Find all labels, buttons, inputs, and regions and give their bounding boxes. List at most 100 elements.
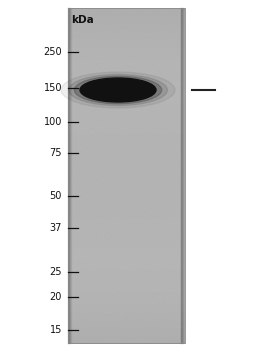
Point [116, 198, 120, 204]
Bar [68, 8, 185, 9]
Point [146, 48, 151, 54]
Point [98, 90, 102, 95]
Point [161, 90, 165, 96]
Point [134, 221, 138, 227]
Bar [68, 233, 185, 235]
Point [132, 327, 136, 333]
Point [80, 323, 84, 328]
Point [82, 199, 86, 204]
Point [132, 309, 136, 314]
Point [91, 328, 95, 333]
Point [142, 134, 146, 140]
Point [118, 277, 122, 282]
Point [114, 69, 118, 74]
Bar [68, 303, 185, 304]
Point [114, 331, 119, 337]
Point [164, 317, 168, 323]
Bar [68, 284, 185, 285]
Point [148, 220, 153, 226]
Point [152, 292, 156, 298]
Point [119, 240, 123, 246]
Point [129, 108, 133, 113]
Point [156, 335, 161, 340]
Point [167, 266, 172, 272]
Point [108, 231, 112, 237]
Point [168, 226, 172, 231]
Point [125, 151, 130, 156]
Bar [68, 225, 185, 226]
Point [156, 68, 160, 74]
Bar [68, 239, 185, 241]
Point [179, 318, 183, 324]
Point [146, 107, 150, 112]
Point [125, 37, 130, 42]
Point [155, 9, 159, 14]
Point [158, 76, 162, 82]
Point [176, 251, 180, 257]
Point [178, 130, 183, 135]
Point [118, 272, 122, 278]
Point [126, 242, 130, 248]
Point [105, 237, 109, 242]
Bar [68, 160, 185, 161]
Point [93, 141, 97, 147]
Point [85, 89, 89, 94]
Point [133, 329, 137, 334]
Point [69, 71, 73, 77]
Point [109, 238, 113, 244]
Point [86, 85, 90, 90]
Point [86, 68, 90, 74]
Point [100, 9, 104, 15]
Point [118, 139, 122, 145]
Point [182, 176, 186, 181]
Point [83, 180, 87, 185]
Point [129, 78, 133, 84]
Point [94, 270, 98, 275]
Bar [68, 39, 185, 41]
Point [125, 24, 129, 29]
Point [117, 123, 121, 129]
Point [71, 206, 75, 212]
Point [115, 283, 119, 289]
Point [93, 117, 97, 122]
Point [115, 295, 119, 301]
Point [123, 88, 127, 94]
Point [110, 216, 114, 222]
Point [81, 194, 85, 200]
Point [93, 325, 97, 331]
Point [144, 280, 148, 286]
Point [173, 105, 177, 111]
Point [145, 188, 149, 193]
Point [71, 197, 75, 202]
Point [104, 275, 109, 280]
Point [182, 29, 186, 35]
Point [158, 214, 163, 220]
Bar [68, 105, 185, 107]
Point [135, 248, 139, 254]
Point [158, 18, 162, 23]
Point [139, 24, 143, 29]
Point [106, 273, 111, 279]
Point [152, 32, 156, 38]
Point [108, 245, 112, 250]
Point [148, 327, 152, 333]
Point [108, 57, 112, 63]
Point [116, 74, 120, 80]
Point [142, 26, 146, 32]
Point [156, 127, 160, 133]
Point [172, 40, 176, 46]
Point [164, 5, 168, 11]
Point [172, 37, 176, 42]
Point [159, 106, 163, 111]
Point [111, 44, 115, 49]
Point [132, 202, 136, 208]
Point [121, 199, 125, 205]
Point [147, 164, 152, 170]
Point [150, 326, 154, 332]
Point [168, 142, 172, 148]
Bar [68, 116, 185, 118]
Point [167, 137, 171, 143]
Point [94, 310, 98, 316]
Point [113, 49, 117, 55]
Point [77, 333, 81, 339]
